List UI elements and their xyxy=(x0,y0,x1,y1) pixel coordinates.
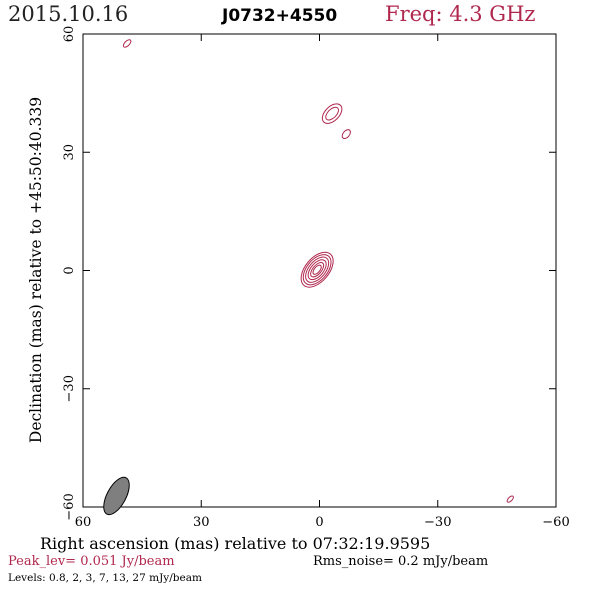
x-tick-label: −60 xyxy=(542,515,569,530)
contour-c1-l0 xyxy=(321,103,343,124)
contour-c0-l5 xyxy=(312,264,322,275)
observation-date: 2015.10.16 xyxy=(8,2,129,26)
x-tick-label: 0 xyxy=(315,515,323,530)
x-tick-label: −30 xyxy=(424,515,451,530)
beam-ellipse xyxy=(103,476,130,516)
rms-noise: Rms_noise= 0.2 mJy/beam xyxy=(313,554,489,569)
contour-c0-l0 xyxy=(300,251,334,288)
y-tick-label: 30 xyxy=(62,144,77,161)
x-axis-label: Right ascension (mas) relative to 07:32:… xyxy=(40,534,431,553)
contour-c4-l0 xyxy=(506,495,514,503)
beam-layer xyxy=(103,476,130,516)
contour-c2-l0 xyxy=(341,129,351,140)
y-tick-label: −60 xyxy=(62,493,77,520)
y-tick-label: 60 xyxy=(62,26,77,43)
y-tick-label: −30 xyxy=(62,375,77,402)
contour-c3-l0 xyxy=(122,39,132,48)
source-name: J0732+4550 xyxy=(222,6,338,26)
contour-c0-l3 xyxy=(307,259,327,281)
frequency-label: Freq: 4.3 GHz xyxy=(385,2,536,26)
contour-levels: Levels: 0.8, 2, 3, 7, 13, 27 mJy/beam xyxy=(8,572,202,584)
contour-c0-l2 xyxy=(305,256,330,283)
x-tick-label: 60 xyxy=(75,515,92,530)
x-tick-label: 30 xyxy=(193,515,210,530)
contour-c0-l1 xyxy=(302,254,332,286)
y-tick-label: 0 xyxy=(62,266,77,274)
contour-layer xyxy=(122,39,514,503)
contour-c1-l1 xyxy=(325,106,339,121)
peak-level: Peak_lev= 0.051 Jy/beam xyxy=(8,554,175,569)
y-axis-label: Declination (mas) relative to +45:50:40.… xyxy=(27,97,45,443)
contour-c0-l4 xyxy=(310,262,325,278)
